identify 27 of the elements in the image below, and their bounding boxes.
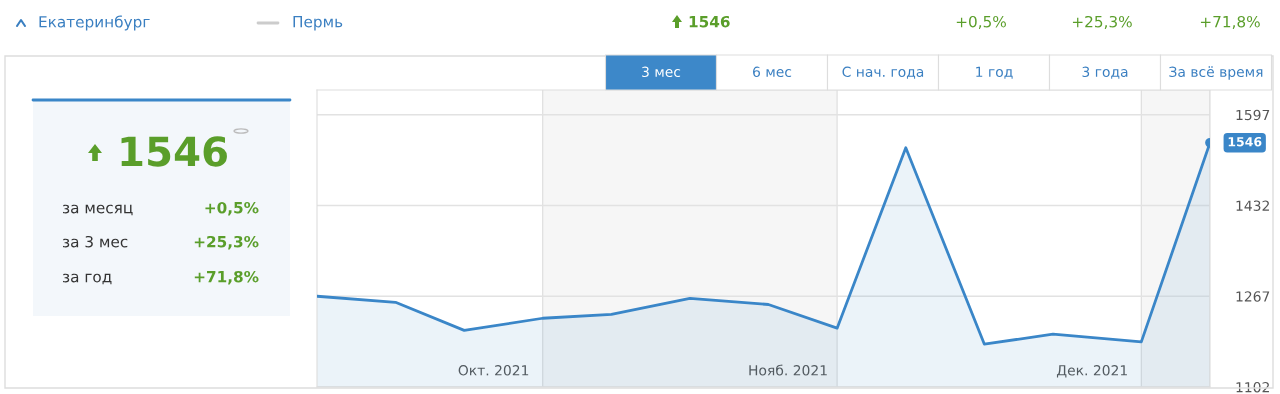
x-tick-label: Окт. 2021 xyxy=(458,365,529,376)
x-tick-label: Дек. 2021 xyxy=(1056,365,1127,378)
text: Пермь xyxy=(293,16,343,31)
y-tick-label: 1597 xyxy=(1236,109,1270,121)
text: Екатеринбург xyxy=(39,15,150,31)
y-tick-label: 1102 xyxy=(1236,381,1269,393)
text: +71,8% xyxy=(194,270,259,285)
text: 3 мес xyxy=(642,66,681,78)
y-tick-label: 1267 xyxy=(1236,291,1270,302)
text: 1 год xyxy=(976,66,1013,79)
text: +71,8% xyxy=(1200,15,1260,29)
text: за 3 мес xyxy=(62,235,128,248)
text: 6 мес xyxy=(753,66,792,78)
data-label: 1546 xyxy=(1228,136,1262,147)
x-tick-label: Нояб. 2021 xyxy=(749,364,827,376)
text: С нач. года xyxy=(842,66,924,79)
text: за год xyxy=(62,273,112,285)
text: 3 года xyxy=(1082,66,1128,79)
text: За всё время xyxy=(1169,66,1263,80)
y-tick-label: 1432 xyxy=(1236,200,1269,211)
text: +0,5% xyxy=(956,15,1006,29)
text: за месяц xyxy=(62,204,133,216)
text: +25,3% xyxy=(1072,15,1132,29)
text: 1546 xyxy=(689,15,730,28)
text: 1546 xyxy=(121,136,227,167)
text: +0,5% xyxy=(205,201,259,216)
text: +25,3% xyxy=(194,235,259,250)
